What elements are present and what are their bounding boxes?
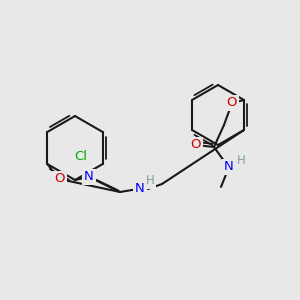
Text: N: N [84, 170, 94, 184]
Text: N: N [224, 160, 234, 173]
Text: O: O [54, 172, 64, 185]
Text: N: N [135, 182, 145, 196]
Text: Cl: Cl [74, 149, 87, 163]
Text: H: H [146, 175, 154, 188]
Text: H: H [237, 154, 245, 167]
Text: O: O [227, 97, 237, 110]
Text: O: O [191, 139, 201, 152]
